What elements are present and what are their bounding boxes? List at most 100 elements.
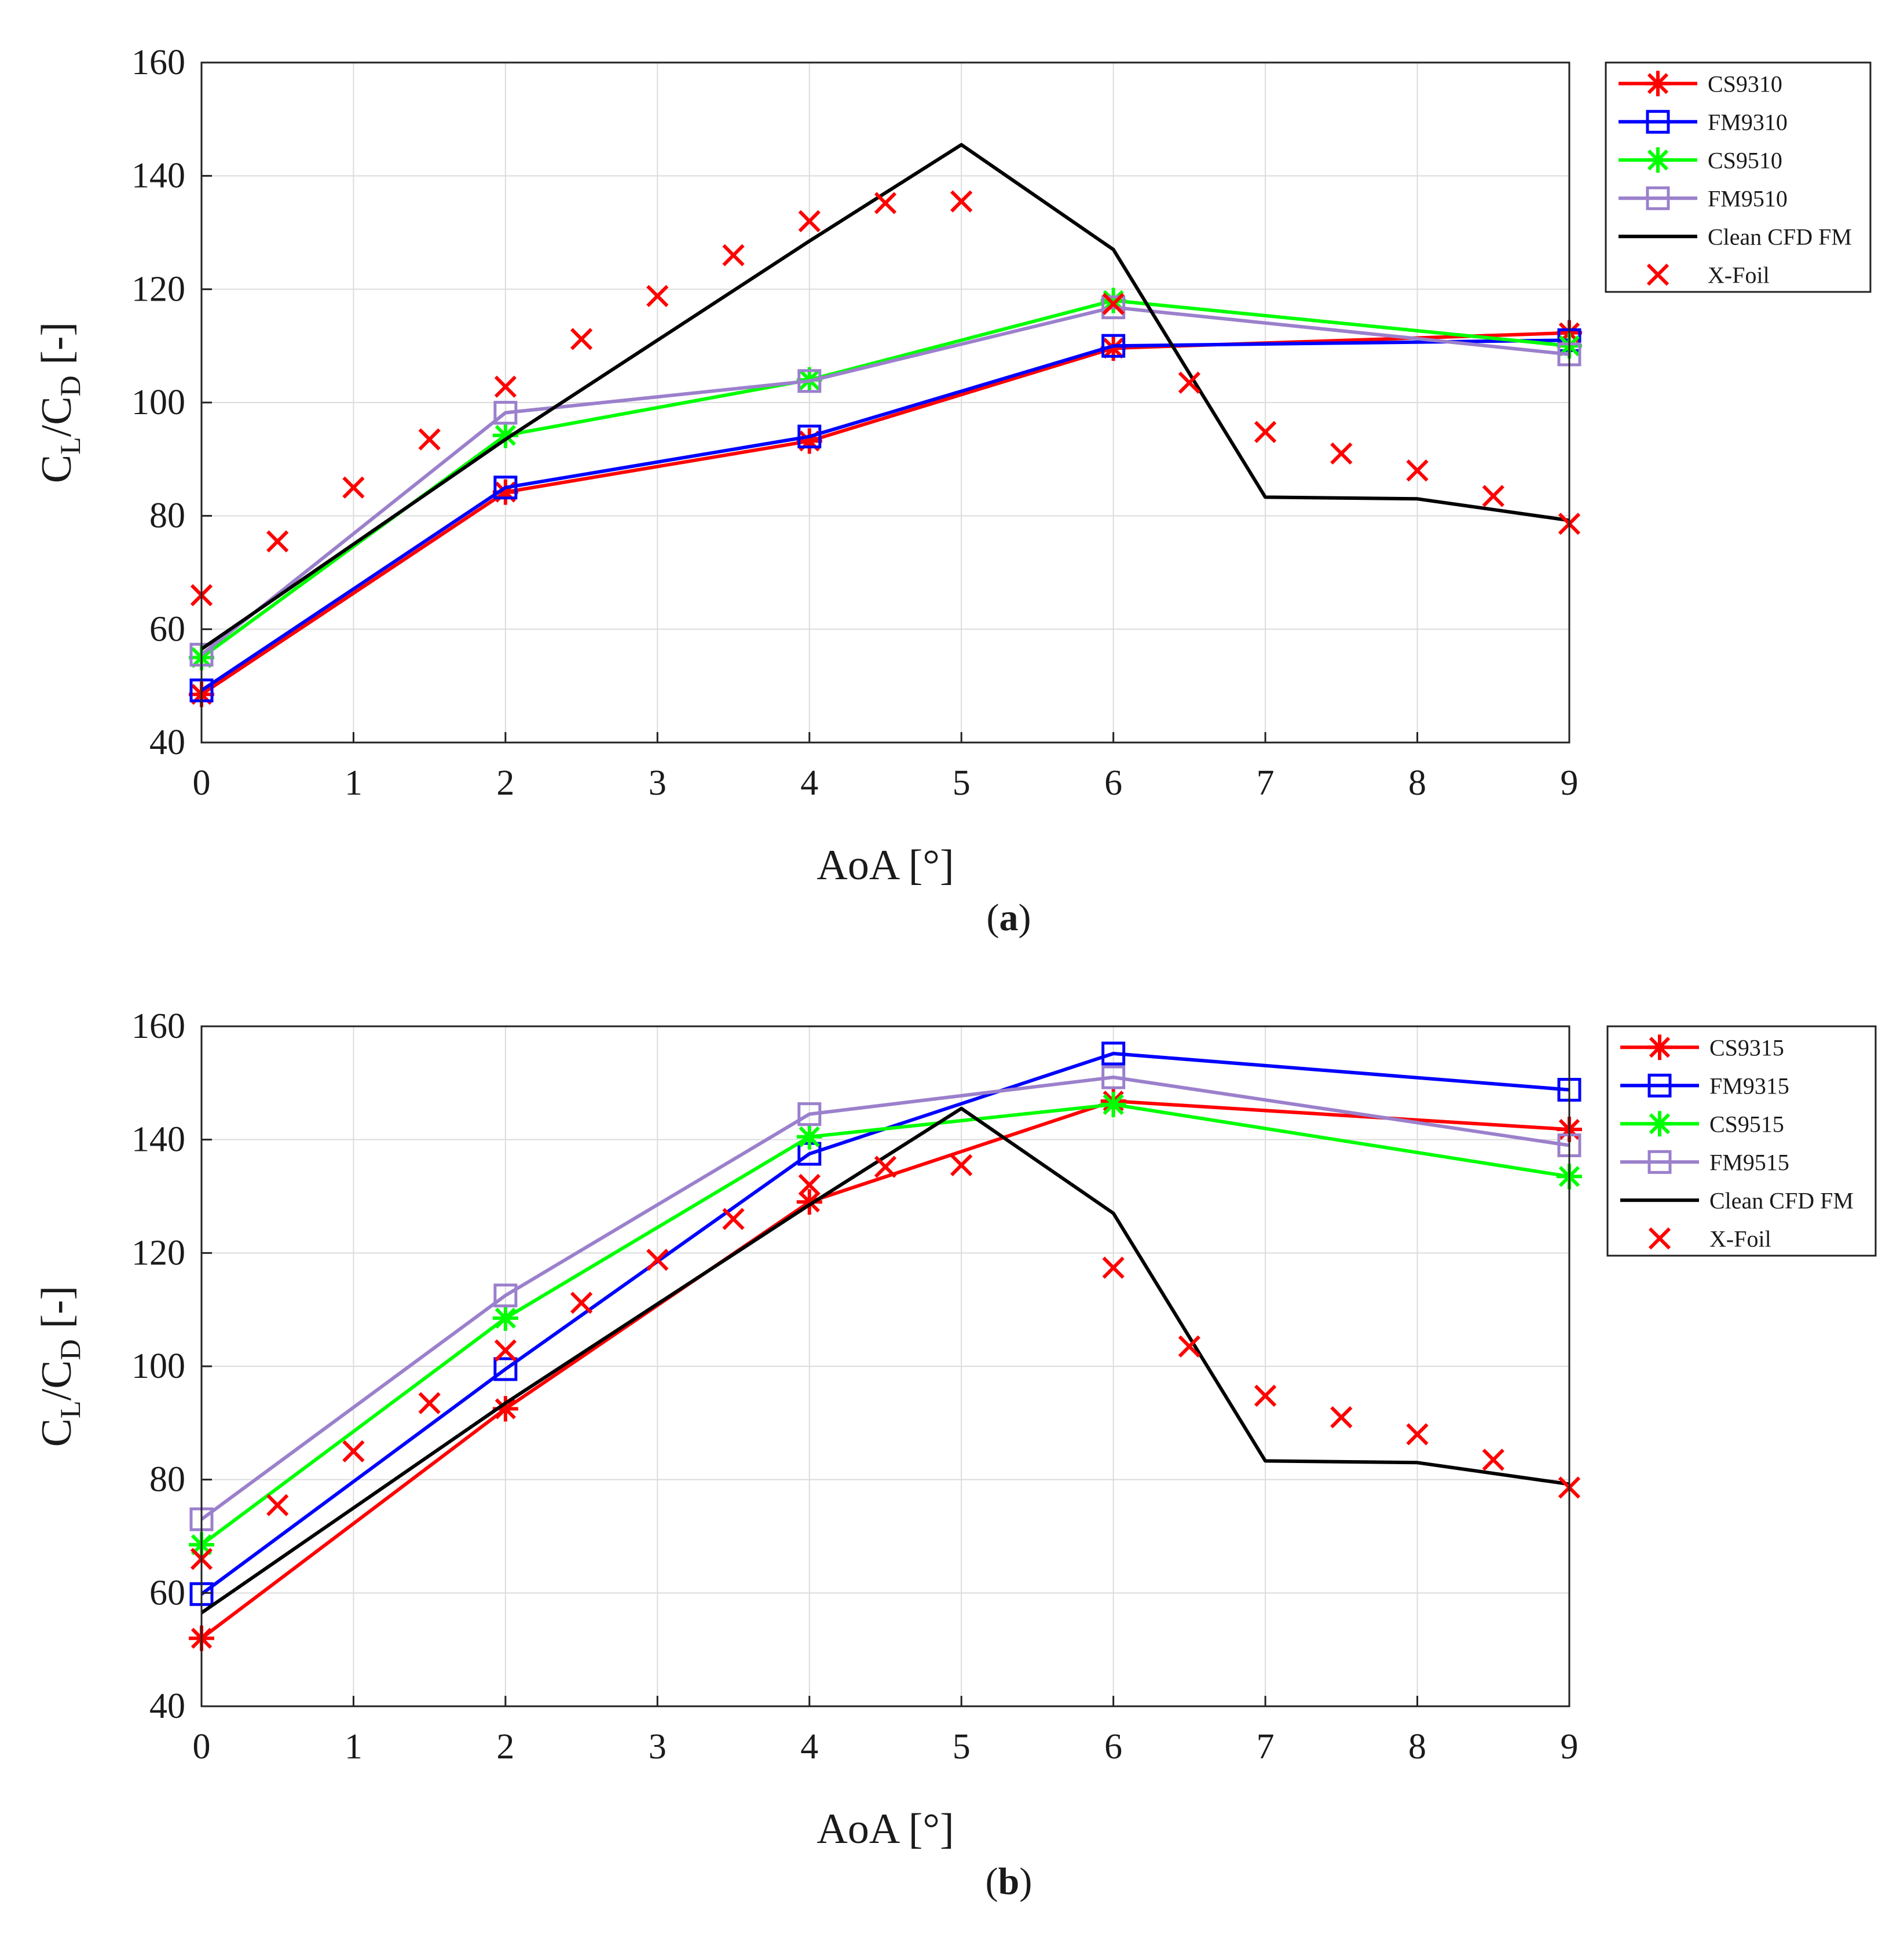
x-axis-label: AoA [°] [816, 1805, 954, 1853]
legend: CS9315 FM9315 CS9515 FM9515 Clean CFD FM X-Fo… [1606, 1025, 1877, 1257]
series-clean-cfd-fm [200, 142, 1570, 651]
x-tick-label: 1 [345, 1727, 363, 1767]
legend-swatch-marker [1647, 1150, 1672, 1174]
data-point-x-foil [1406, 1423, 1429, 1446]
legend-label-cs9515: CS9515 [1709, 1111, 1784, 1137]
series-line-fm9515 [200, 1076, 1570, 1521]
legend-label-clean-cfd-fm: Clean CFD FM [1709, 1187, 1854, 1213]
data-point-x-foil [1102, 292, 1125, 315]
y-tick-label: 40 [149, 723, 185, 762]
data-point-x-foil [1330, 1406, 1353, 1429]
data-point-cs9515 [492, 1305, 518, 1331]
legend-box [1606, 1025, 1877, 1257]
x-tick-label: 3 [649, 1727, 667, 1767]
data-point-x-foil [418, 428, 441, 451]
legend-label-fm9310: FM9310 [1708, 109, 1788, 135]
x-tick-label: 3 [649, 763, 667, 803]
data-point-x-foil [874, 192, 897, 214]
x-tick-label: 9 [1561, 763, 1579, 803]
data-point-x-foil [342, 1440, 365, 1462]
series-fm9515 [189, 1065, 1581, 1531]
data-point-cs9310 [1100, 335, 1126, 361]
legend-box [1605, 61, 1872, 293]
data-point-x-foil [570, 1292, 593, 1314]
data-point-x-foil [494, 375, 517, 398]
data-point-x-foil [950, 1154, 973, 1176]
data-point-cs9310 [796, 428, 822, 454]
data-point-x-foil [1254, 1384, 1277, 1407]
data-point-x-foil [1406, 459, 1429, 482]
data-point-cs9510 [1100, 287, 1126, 313]
data-point-fm9310 [1101, 334, 1126, 358]
legend-label-x-foil: X-Foil [1709, 1226, 1771, 1252]
legend-label-cs9510: CS9510 [1708, 147, 1782, 173]
data-point-fm9510 [1101, 295, 1126, 320]
data-point-x-foil [1330, 442, 1353, 465]
x-tick-label: 5 [953, 763, 971, 803]
y-tick-label: 80 [149, 1460, 185, 1500]
series-line-clean-cfd-fm [200, 1106, 1570, 1615]
legend-label-fm9515: FM9515 [1709, 1149, 1789, 1175]
data-point-cs9315 [492, 1396, 518, 1422]
x-tick-label: 4 [800, 1727, 818, 1767]
legend-label-x-foil: X-Foil [1708, 262, 1770, 288]
data-point-x-foil [266, 530, 289, 553]
y-tick-label: 140 [131, 156, 185, 196]
x-axis-label: AoA [°] [816, 842, 954, 889]
legend-label-fm9315: FM9315 [1709, 1073, 1789, 1099]
series-x-foil [190, 190, 1581, 606]
y-tick-label: 120 [131, 1233, 185, 1272]
data-point-x-foil [266, 1494, 289, 1516]
data-point-x-foil [798, 210, 821, 233]
data-point-x-foil [570, 328, 593, 350]
data-point-x-foil [1178, 371, 1201, 394]
y-tick-label: 100 [131, 383, 185, 422]
y-tick-label: 120 [131, 269, 185, 309]
data-point-fm9315 [493, 1357, 518, 1381]
series-line-fm9310 [200, 338, 1570, 692]
y-tick-label: 40 [149, 1687, 185, 1726]
x-tick-label: 6 [1104, 1727, 1122, 1767]
legend-label-cs9315: CS9315 [1709, 1034, 1784, 1060]
data-point-x-foil [494, 1339, 517, 1362]
y-tick-label: 160 [131, 1007, 185, 1046]
data-point-x-foil [418, 1392, 441, 1414]
data-point-cs9310 [492, 479, 518, 505]
legend-swatch-marker [1646, 264, 1669, 286]
data-point-fm9510 [797, 369, 822, 393]
data-point-fm9510 [493, 401, 518, 425]
legend-swatch-marker [1647, 1111, 1672, 1137]
data-point-x-foil [874, 1155, 897, 1178]
y-tick-label: 140 [131, 1120, 185, 1160]
legend-swatch-marker [1647, 1073, 1672, 1098]
legend-swatch-marker [1646, 109, 1670, 134]
data-point-fm9515 [493, 1283, 518, 1308]
series-line-clean-cfd-fm [200, 142, 1570, 651]
y-axis-label: CL/CD [-] [33, 1286, 86, 1447]
data-point-fm9515 [1101, 1065, 1126, 1089]
y-tick-label: 60 [149, 609, 185, 649]
y-tick-label: 100 [131, 1347, 185, 1386]
series-line-fm9315 [200, 1052, 1570, 1596]
data-point-x-foil [1102, 1256, 1125, 1279]
x-tick-label: 8 [1408, 763, 1426, 803]
y-tick-label: 60 [149, 1573, 185, 1612]
data-point-x-foil [1254, 420, 1277, 443]
y-axis-label: CL/CD [-] [33, 322, 86, 483]
x-tick-label: 2 [496, 763, 514, 803]
data-point-cs9315 [796, 1189, 822, 1215]
x-tick-label: 7 [1257, 1727, 1275, 1767]
data-point-cs9510 [492, 422, 518, 448]
x-tick-label: 9 [1561, 1727, 1579, 1767]
x-tick-label: 6 [1104, 763, 1122, 803]
data-point-x-foil [646, 1248, 669, 1271]
data-point-cs9515 [796, 1124, 822, 1150]
legend-swatch-marker [1648, 1227, 1671, 1250]
data-point-x-foil [646, 284, 669, 308]
legend-swatch-marker [1645, 71, 1671, 97]
legend-swatch-marker [1647, 1034, 1672, 1060]
caption-a: (a) [987, 897, 1031, 939]
plot-area [189, 142, 1582, 707]
data-point-x-foil [1482, 485, 1504, 507]
legend-swatch-marker [1645, 147, 1671, 173]
